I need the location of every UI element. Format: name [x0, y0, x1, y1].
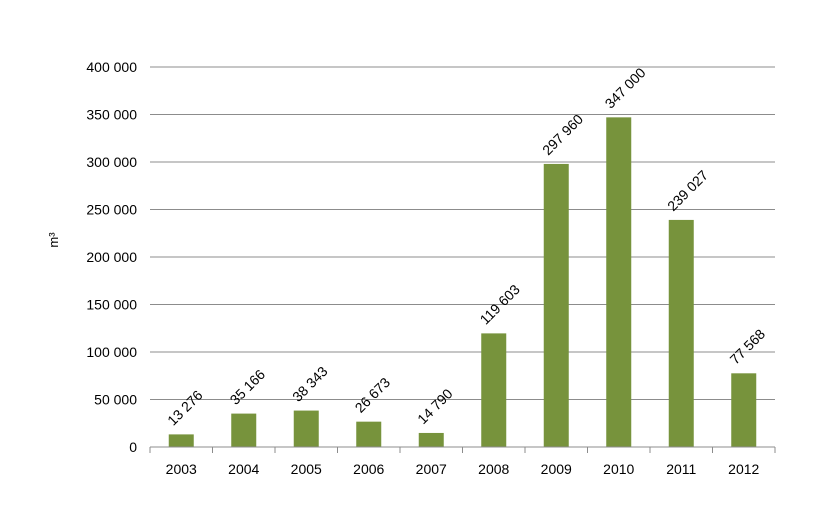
y-axis-ticks: 0 50 000 100 000 150 000 200 000 250 000 300 0… — [86, 59, 137, 455]
y-tick-label: 300 000 — [86, 154, 137, 170]
bar — [231, 413, 257, 447]
y-tick-label: 50 000 — [94, 392, 137, 408]
x-tick-label: 2007 — [416, 461, 447, 477]
bar — [293, 410, 319, 447]
x-axis-ticks: 2003 2004 2005 2006 2007 2008 2009 2010 2011 2012 — [166, 461, 760, 477]
y-tick-label: 200 000 — [86, 249, 137, 265]
x-tick-label: 2004 — [228, 461, 259, 477]
data-label: 239 027 — [664, 167, 711, 214]
x-tick-label: 2009 — [541, 461, 572, 477]
bar — [481, 333, 507, 447]
y-tick-label: 100 000 — [86, 344, 137, 360]
x-tick-label: 2003 — [166, 461, 197, 477]
bar — [606, 117, 632, 447]
y-tick-label: 250 000 — [86, 202, 137, 218]
y-axis-label: m³ — [46, 232, 61, 248]
bar — [418, 432, 444, 447]
y-tick-label: 150 000 — [86, 297, 137, 313]
bars — [168, 117, 757, 448]
data-label: 35 166 — [227, 366, 269, 408]
x-tick-label: 2012 — [728, 461, 759, 477]
data-label: 38 343 — [289, 363, 331, 405]
data-label: 347 000 — [602, 64, 649, 111]
x-tick-label: 2005 — [291, 461, 322, 477]
x-axis — [149, 446, 776, 453]
bar — [168, 434, 194, 447]
bar — [543, 163, 569, 448]
x-tick-label: 2011 — [666, 461, 696, 477]
gridlines — [150, 66, 775, 400]
x-tick-label: 2008 — [478, 461, 509, 477]
y-tick-label: 350 000 — [86, 107, 137, 123]
data-label: 14 790 — [414, 385, 456, 427]
x-tick-label: 2010 — [603, 461, 634, 477]
data-label: 26 673 — [352, 374, 394, 416]
data-label: 13 276 — [164, 387, 206, 429]
bar — [731, 373, 757, 447]
bar — [668, 219, 694, 447]
bar — [356, 421, 382, 447]
y-tick-label: 0 — [129, 439, 137, 455]
data-label: 77 568 — [727, 326, 769, 368]
x-tick-label: 2006 — [353, 461, 384, 477]
y-tick-label: 400 000 — [86, 59, 137, 75]
data-label: 297 960 — [539, 111, 586, 158]
